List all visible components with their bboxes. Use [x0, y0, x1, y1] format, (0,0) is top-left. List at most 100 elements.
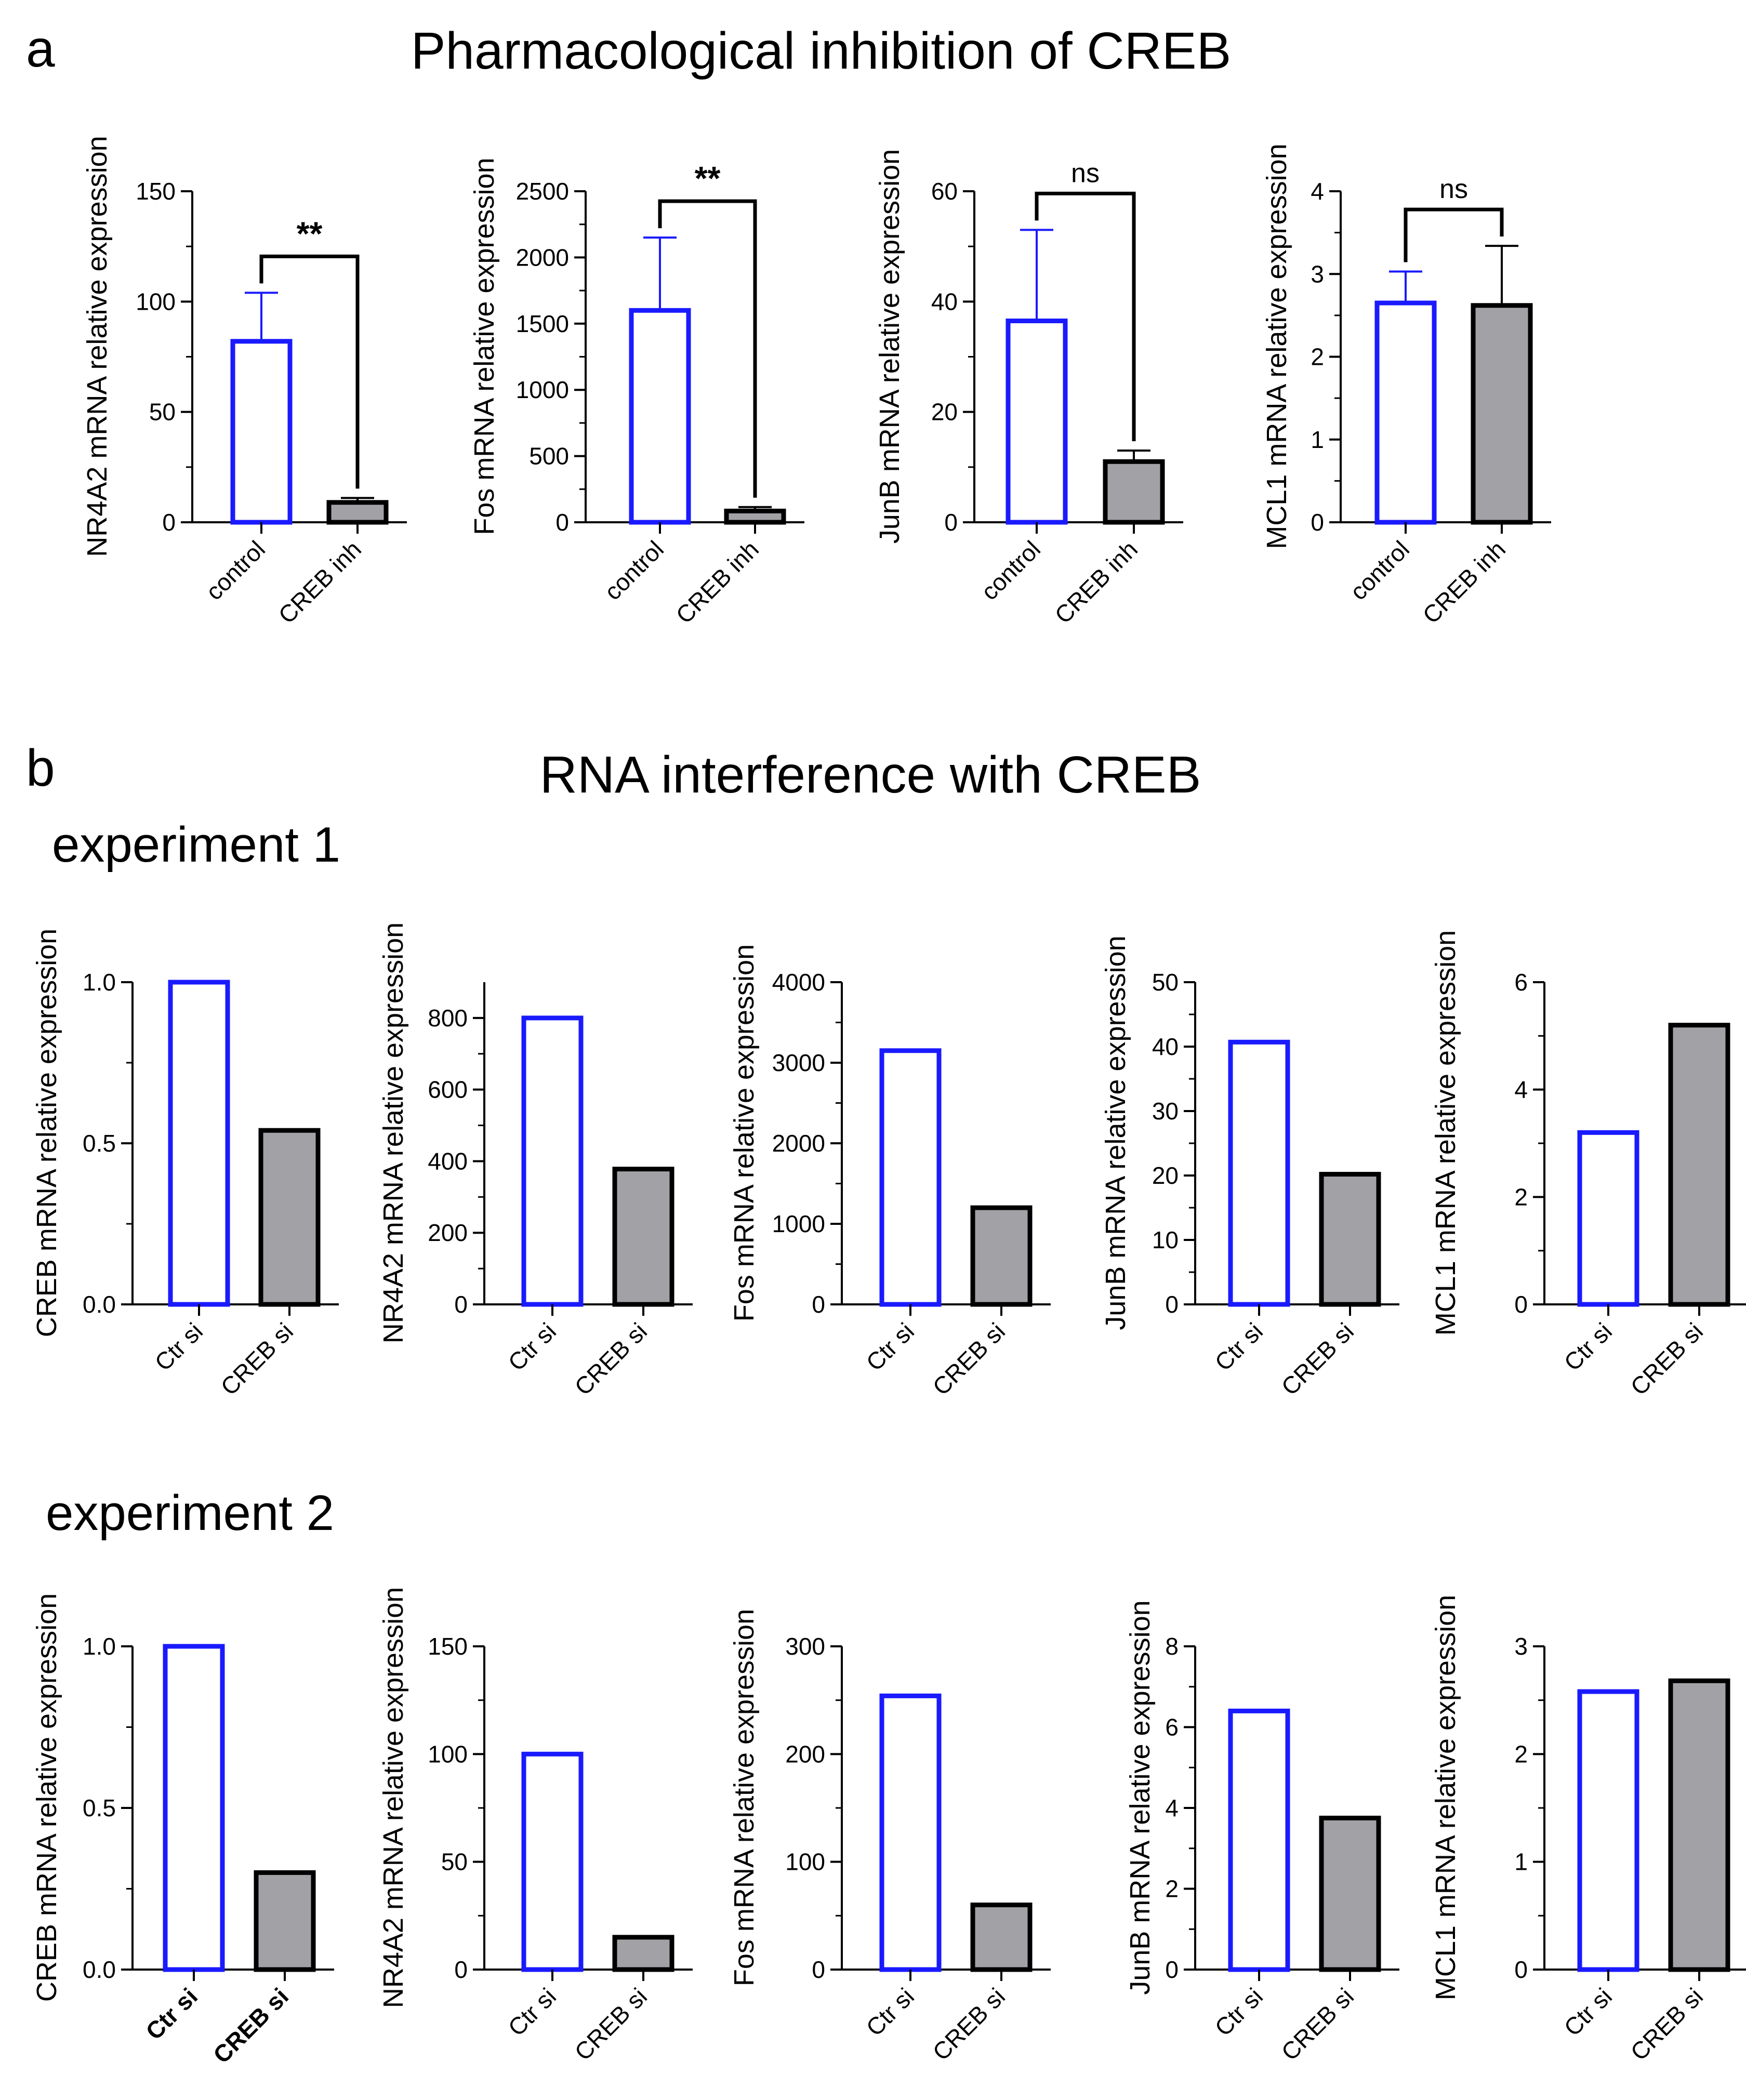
bar-treated [1668, 1678, 1730, 1972]
chart-c2: 0 50 100 150 Ctr si CREB si NR4A2 mRNA relativ… [378, 1587, 693, 2066]
chart-a1: 0 50 100 150 control CREB inh ** NR4A2 mRNA rel… [82, 136, 407, 629]
panel-a-letter: a [26, 20, 55, 78]
y-axis-label: JunB mRNA relative expression [1100, 935, 1131, 1330]
category-label: Ctr si [1558, 1983, 1617, 2041]
bar-treated [1103, 459, 1165, 525]
y-tick-label: 4 [1165, 1794, 1179, 1821]
y-tick-label: 1 [1311, 426, 1324, 453]
category-label: CREB inh [1049, 535, 1143, 629]
y-tick-label: 600 [428, 1076, 468, 1103]
y-axis-label: CREB mRNA relative expression [31, 1593, 62, 2002]
y-tick-label: 40 [931, 288, 958, 315]
y-tick-label: 2500 [516, 178, 569, 205]
chart-c4: 0 2 4 6 8 Ctr si CREB si JunB mRNA relative exp… [1125, 1600, 1399, 2066]
bar-treated [612, 1935, 674, 1972]
bar-control [168, 980, 230, 1307]
y-tick-label: 0 [1165, 1956, 1179, 1983]
category-label: CREB inh [273, 535, 366, 629]
y-tick-label: 10 [1152, 1226, 1179, 1253]
y-tick-label: 50 [441, 1848, 468, 1876]
chart-c1: 0.0 0.5 1.0 Ctr si CREB si CREB mRNA relative… [31, 1593, 334, 2068]
y-axis-label: Fos mRNA relative expression [729, 1609, 760, 1986]
category-label: CREB si [569, 1983, 652, 2066]
y-tick-label: 0 [944, 509, 958, 536]
category-label: CREB si [1625, 1983, 1708, 2066]
y-tick-label: 400 [428, 1147, 468, 1174]
y-tick-label: 40 [1152, 1033, 1179, 1060]
y-tick-label: 0 [1514, 1956, 1528, 1983]
y-tick-label: 100 [136, 288, 176, 315]
category-label: CREB si [569, 1317, 652, 1401]
y-tick-label: 2 [1165, 1876, 1179, 1903]
y-tick-label: 6 [1165, 1714, 1179, 1741]
y-tick-label: 800 [428, 1005, 468, 1032]
chart-a4: 0 1 2 3 4 control CREB inh ns MCL1 mRNA relative… [1261, 143, 1551, 629]
category-label: CREB si [927, 1317, 1010, 1401]
y-tick-label: 200 [785, 1740, 825, 1767]
y-tick-label: 4000 [772, 969, 825, 996]
category-label: CREB inh [1417, 535, 1511, 629]
y-axis-label: MCL1 mRNA relative expression [1430, 1595, 1461, 2000]
y-tick-label: 60 [931, 178, 958, 205]
y-tick-label: 0 [812, 1291, 825, 1318]
significance-label: ns [1439, 174, 1468, 204]
category-label: Ctr si [1209, 1983, 1268, 2041]
chart-c3: 0 100 200 300 Ctr si CREB si Fos mRNA relative… [729, 1609, 1051, 2066]
bar-control [1577, 1130, 1639, 1307]
bar-control [1228, 1039, 1290, 1307]
bar-control [1577, 1689, 1639, 1972]
category-label: Ctr si [140, 1983, 203, 2045]
panel-b-letter: b [26, 739, 55, 797]
y-tick-label: 0.5 [83, 1130, 116, 1157]
bar-control [1228, 1708, 1290, 1972]
y-axis-label: CREB mRNA relative expression [31, 929, 62, 1337]
y-tick-label: 300 [785, 1633, 825, 1660]
category-label: Ctr si [149, 1317, 208, 1376]
y-axis-label: MCL1 mRNA relative expression [1430, 930, 1461, 1336]
y-tick-label: 1 [1514, 1848, 1528, 1876]
category-label: control [599, 535, 669, 605]
y-tick-label: 0 [454, 1956, 468, 1983]
y-tick-label: 0 [1514, 1291, 1528, 1318]
chart-b5: 0 2 4 6 Ctr si CREB si MCL1 mRNA relative expr… [1430, 930, 1746, 1401]
bar-treated [1668, 1023, 1730, 1307]
category-label: CREB si [215, 1317, 298, 1401]
chart-b4: 0 10 20 30 40 50 Ctr si CREB si JunB mRNA relati… [1100, 935, 1399, 1401]
y-tick-label: 200 [428, 1219, 468, 1246]
category-label: Ctr si [1209, 1317, 1268, 1376]
y-tick-label: 2 [1514, 1740, 1528, 1767]
significance-bracket [658, 199, 757, 498]
category-label: Ctr si [502, 1983, 561, 2041]
y-tick-label: 2 [1514, 1183, 1528, 1210]
bar-control [230, 339, 293, 525]
bar-treated [1319, 1172, 1381, 1307]
category-label: CREB si [927, 1983, 1010, 2066]
y-tick-label: 100 [785, 1848, 825, 1876]
category-label: control [976, 535, 1046, 605]
y-tick-label: 0.5 [83, 1794, 116, 1821]
chart-b2: 0 200 400 600 800 Ctr si CREB si NR4A2 mRNA rel… [378, 922, 693, 1401]
bar-treated [970, 1205, 1033, 1307]
category-label: Ctr si [502, 1317, 561, 1376]
significance-label: ** [297, 215, 323, 252]
y-tick-label: 2000 [516, 244, 569, 271]
y-tick-label: 150 [136, 178, 176, 205]
chart-a2: 0 500 1000 1500 2000 2500 control CREB inh ** Fos… [469, 157, 804, 629]
significance-label: ** [695, 160, 721, 197]
y-axis-label: NR4A2 mRNA relative expression [82, 136, 113, 557]
significance-label: ns [1071, 158, 1100, 188]
bar-control [521, 1751, 584, 1972]
y-axis-label: NR4A2 mRNA relative expression [378, 922, 409, 1343]
experiment-1-title: experiment 1 [52, 817, 340, 873]
y-tick-label: 6 [1514, 969, 1528, 996]
y-axis-label: JunB mRNA relative expression [1125, 1600, 1156, 1995]
category-label: Ctr si [1558, 1317, 1617, 1376]
y-axis-label: Fos mRNA relative expression [729, 944, 760, 1322]
significance-bracket [1404, 207, 1504, 262]
chart-a3: 0 20 40 60 control CREB inh ns JunB mRNA relati… [874, 149, 1183, 629]
y-tick-label: 100 [428, 1740, 468, 1767]
y-axis-label: Fos mRNA relative expression [469, 157, 500, 535]
chart-b1: 0.0 0.5 1.0 Ctr si CREB si CREB mRNA relative… [31, 929, 339, 1401]
category-label: CREB si [1625, 1317, 1708, 1401]
y-tick-label: 4 [1311, 178, 1324, 205]
